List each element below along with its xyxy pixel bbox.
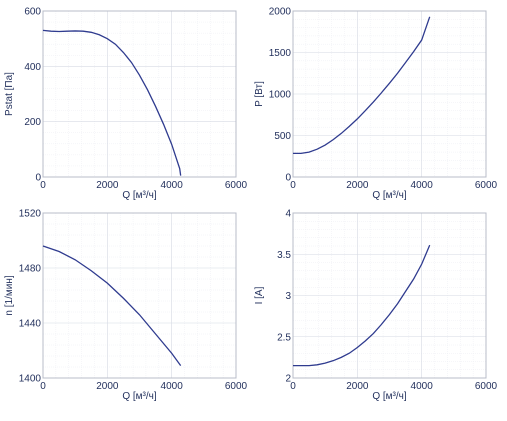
plot-frame [292, 212, 487, 379]
y-tick-label: 4 [285, 209, 291, 220]
y-tick-label: 0 [285, 173, 291, 184]
series-line [42, 245, 182, 367]
x-tick-label: 4000 [411, 381, 434, 392]
x-tick-label: 2000 [346, 180, 369, 191]
y-tick-label: 0 [35, 173, 41, 184]
y-axis-label: P [Вт] [254, 81, 265, 107]
x-tick-label: 6000 [225, 381, 248, 392]
x-tick-label: 6000 [475, 381, 498, 392]
chart-static-pressure: 0 2000 4000 6000 0 200 400 600 Q [м³/ч] Pstat [Па… [4, 7, 248, 202]
y-tick-label: 3.5 [277, 250, 291, 261]
x-tick-label: 0 [290, 381, 296, 392]
x-tick-label: 4000 [411, 180, 434, 191]
y-tick-label: 1000 [269, 90, 292, 101]
y-tick-label: 400 [24, 62, 41, 73]
y-tick-label: 1480 [19, 264, 42, 275]
plot-frame [42, 10, 237, 178]
y-axis-label: I [A] [254, 286, 265, 304]
x-tick-label: 2000 [346, 381, 369, 392]
x-tick-label: 0 [40, 180, 46, 191]
y-tick-label: 600 [24, 7, 41, 18]
y-tick-label: 2 [285, 374, 291, 385]
plot-frame [292, 10, 487, 178]
series-line [42, 29, 182, 176]
plot-frame [42, 212, 237, 379]
series-line [293, 16, 431, 154]
x-tick-label: 4000 [161, 180, 184, 191]
x-tick-label: 2000 [96, 381, 119, 392]
x-tick-label: 6000 [475, 180, 498, 191]
y-tick-label: 2000 [269, 7, 292, 18]
y-tick-label: 2.5 [277, 332, 291, 343]
y-axis-label: n [1/мин] [4, 275, 15, 315]
x-axis-label: Q [м³/ч] [122, 190, 157, 201]
x-axis-label: Q [м³/ч] [122, 391, 157, 402]
series-line [293, 244, 431, 367]
x-axis-label: Q [м³/ч] [372, 190, 407, 201]
x-tick-label: 0 [290, 180, 296, 191]
y-tick-label: 3 [285, 291, 291, 302]
y-tick-label: 500 [274, 131, 291, 142]
y-tick-label: 1400 [19, 374, 42, 385]
y-tick-label: 1440 [19, 319, 42, 330]
y-tick-label: 1520 [19, 209, 42, 220]
x-tick-label: 4000 [161, 381, 184, 392]
x-tick-label: 0 [40, 381, 46, 392]
x-tick-label: 6000 [225, 180, 248, 191]
x-axis-label: Q [м³/ч] [372, 391, 407, 402]
y-axis-label: Pstat [Па] [4, 72, 15, 116]
y-tick-label: 1500 [269, 48, 292, 59]
chart-current: 0 2000 4000 6000 2 2.5 3 3.5 4 Q [м³/ч] I [A] [254, 209, 498, 403]
y-tick-label: 200 [24, 117, 41, 128]
chart-rotation-speed: 0 2000 4000 6000 1400 1440 1480 1520 Q [м³/ч] n [… [4, 209, 248, 403]
x-tick-label: 2000 [96, 180, 119, 191]
